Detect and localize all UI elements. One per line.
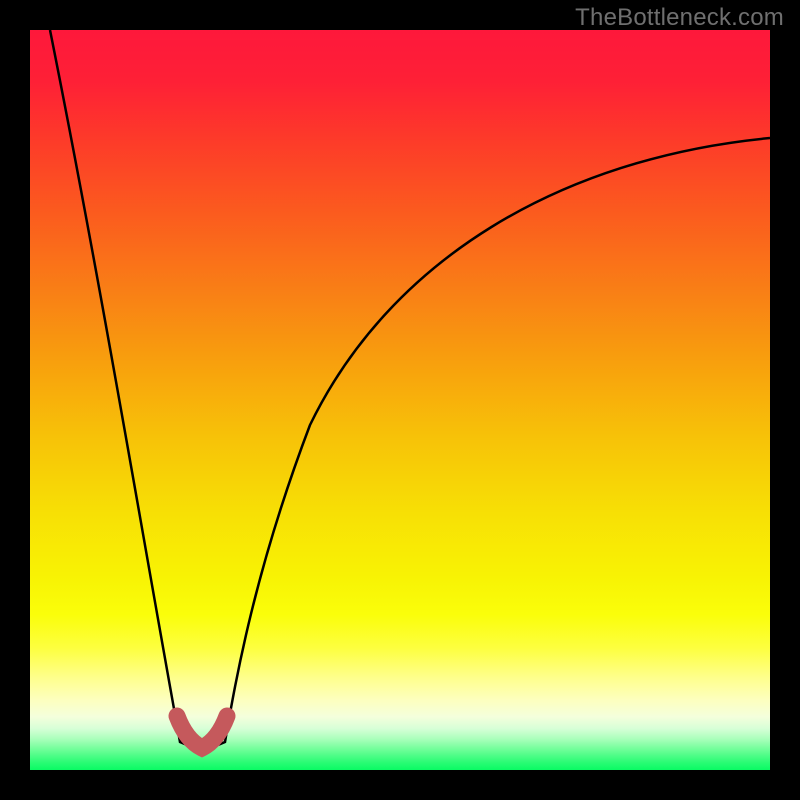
watermark-text: TheBottleneck.com <box>575 4 784 32</box>
gradient-background <box>30 30 770 770</box>
bottleneck-chart <box>0 0 800 800</box>
